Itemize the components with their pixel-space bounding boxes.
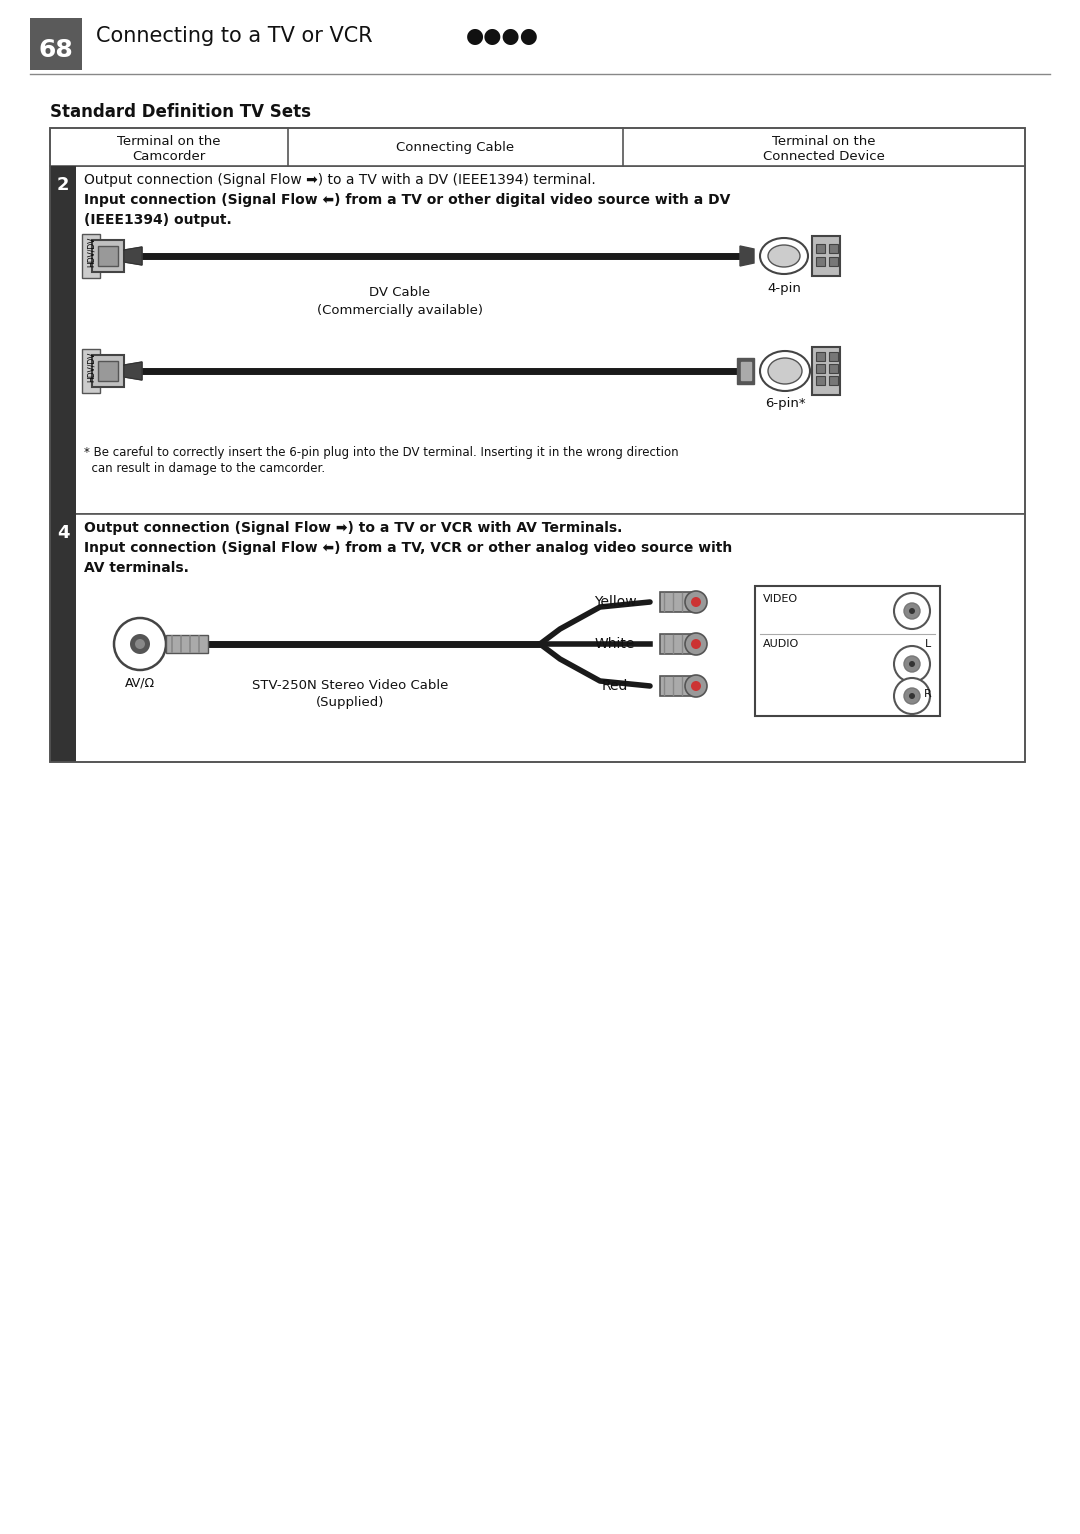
Bar xyxy=(50,166,76,514)
Text: DV Cable: DV Cable xyxy=(369,285,431,299)
Circle shape xyxy=(909,693,915,700)
Bar xyxy=(50,514,1025,762)
Text: Input connection (Signal Flow ⬅) from a TV, VCR or other analog video source wit: Input connection (Signal Flow ⬅) from a … xyxy=(84,542,732,555)
Circle shape xyxy=(685,675,707,696)
Circle shape xyxy=(909,661,915,667)
Bar xyxy=(660,592,692,612)
Bar xyxy=(812,347,840,394)
Bar xyxy=(660,676,692,696)
Polygon shape xyxy=(124,362,141,380)
Text: Connecting to a TV or VCR: Connecting to a TV or VCR xyxy=(96,26,379,46)
Circle shape xyxy=(114,618,166,670)
Text: can result in damage to the camcorder.: can result in damage to the camcorder. xyxy=(84,462,325,476)
Bar xyxy=(30,18,82,71)
Text: HDV/DV: HDV/DV xyxy=(86,236,95,267)
Bar xyxy=(82,235,100,278)
Circle shape xyxy=(904,689,920,704)
Text: ●●●●: ●●●● xyxy=(465,26,539,46)
Bar xyxy=(660,634,692,653)
Text: (Commercially available): (Commercially available) xyxy=(318,304,483,318)
Bar xyxy=(829,376,838,385)
Text: Output connection (Signal Flow ➡) to a TV or VCR with AV Terminals.: Output connection (Signal Flow ➡) to a T… xyxy=(84,522,622,535)
Text: 4: 4 xyxy=(57,525,69,542)
Text: Terminal on the
Camcorder: Terminal on the Camcorder xyxy=(118,135,220,163)
Bar xyxy=(98,360,118,380)
Bar xyxy=(50,127,1025,166)
Text: R: R xyxy=(924,689,932,700)
Polygon shape xyxy=(737,357,754,384)
Text: AUDIO: AUDIO xyxy=(762,640,799,649)
Text: (IEEE1394) output.: (IEEE1394) output. xyxy=(84,213,232,227)
Ellipse shape xyxy=(760,238,808,275)
Bar xyxy=(166,635,208,653)
Bar xyxy=(829,364,838,373)
Text: Red: Red xyxy=(602,680,629,693)
Bar xyxy=(755,586,940,716)
Text: Yellow: Yellow xyxy=(594,595,636,609)
Text: * Be careful to correctly insert the 6-pin plug into the DV terminal. Inserting : * Be careful to correctly insert the 6-p… xyxy=(84,446,678,459)
Text: AV/Ω: AV/Ω xyxy=(125,676,156,689)
Ellipse shape xyxy=(760,351,810,391)
Circle shape xyxy=(135,640,145,649)
Text: VIDEO: VIDEO xyxy=(762,594,798,604)
Circle shape xyxy=(130,634,150,653)
Text: HDV/DV: HDV/DV xyxy=(86,351,95,382)
Text: Input connection (Signal Flow ⬅) from a TV or other digital video source with a : Input connection (Signal Flow ⬅) from a … xyxy=(84,193,730,207)
Text: STV-250N Stereo Video Cable: STV-250N Stereo Video Cable xyxy=(252,680,448,692)
Circle shape xyxy=(691,640,701,649)
Bar xyxy=(92,354,124,387)
Circle shape xyxy=(685,634,707,655)
Polygon shape xyxy=(741,362,751,380)
Circle shape xyxy=(894,594,930,629)
Bar xyxy=(816,351,825,360)
Text: L: L xyxy=(924,640,931,649)
Text: 4-pin: 4-pin xyxy=(767,282,801,295)
Bar xyxy=(829,258,838,265)
Bar xyxy=(829,351,838,360)
Ellipse shape xyxy=(768,357,802,384)
Text: Terminal on the
Connected Device: Terminal on the Connected Device xyxy=(764,135,885,163)
Circle shape xyxy=(904,603,920,620)
Text: (Supplied): (Supplied) xyxy=(315,696,384,709)
Bar xyxy=(82,350,100,393)
Circle shape xyxy=(894,646,930,683)
Bar xyxy=(816,364,825,373)
Circle shape xyxy=(685,591,707,614)
Bar xyxy=(812,236,840,276)
Text: White: White xyxy=(595,637,635,650)
Circle shape xyxy=(894,678,930,713)
Circle shape xyxy=(691,681,701,690)
Bar xyxy=(816,376,825,385)
Bar xyxy=(829,244,838,253)
Text: 68: 68 xyxy=(39,38,73,61)
Text: AV terminals.: AV terminals. xyxy=(84,561,189,575)
Bar xyxy=(816,244,825,253)
Text: Output connection (Signal Flow ➡) to a TV with a DV (IEEE1394) terminal.: Output connection (Signal Flow ➡) to a T… xyxy=(84,173,596,187)
Bar xyxy=(50,127,1025,762)
Bar xyxy=(50,166,1025,514)
Bar xyxy=(816,258,825,265)
Bar xyxy=(50,514,76,762)
Bar xyxy=(98,245,118,265)
Circle shape xyxy=(909,607,915,614)
Polygon shape xyxy=(740,245,754,265)
Text: Standard Definition TV Sets: Standard Definition TV Sets xyxy=(50,103,311,121)
Polygon shape xyxy=(124,247,141,265)
Text: 2: 2 xyxy=(57,176,69,193)
Bar xyxy=(92,239,124,272)
Ellipse shape xyxy=(768,245,800,267)
Circle shape xyxy=(904,657,920,672)
Circle shape xyxy=(691,597,701,607)
Text: 6-pin*: 6-pin* xyxy=(765,397,806,410)
Text: Connecting Cable: Connecting Cable xyxy=(396,141,514,153)
